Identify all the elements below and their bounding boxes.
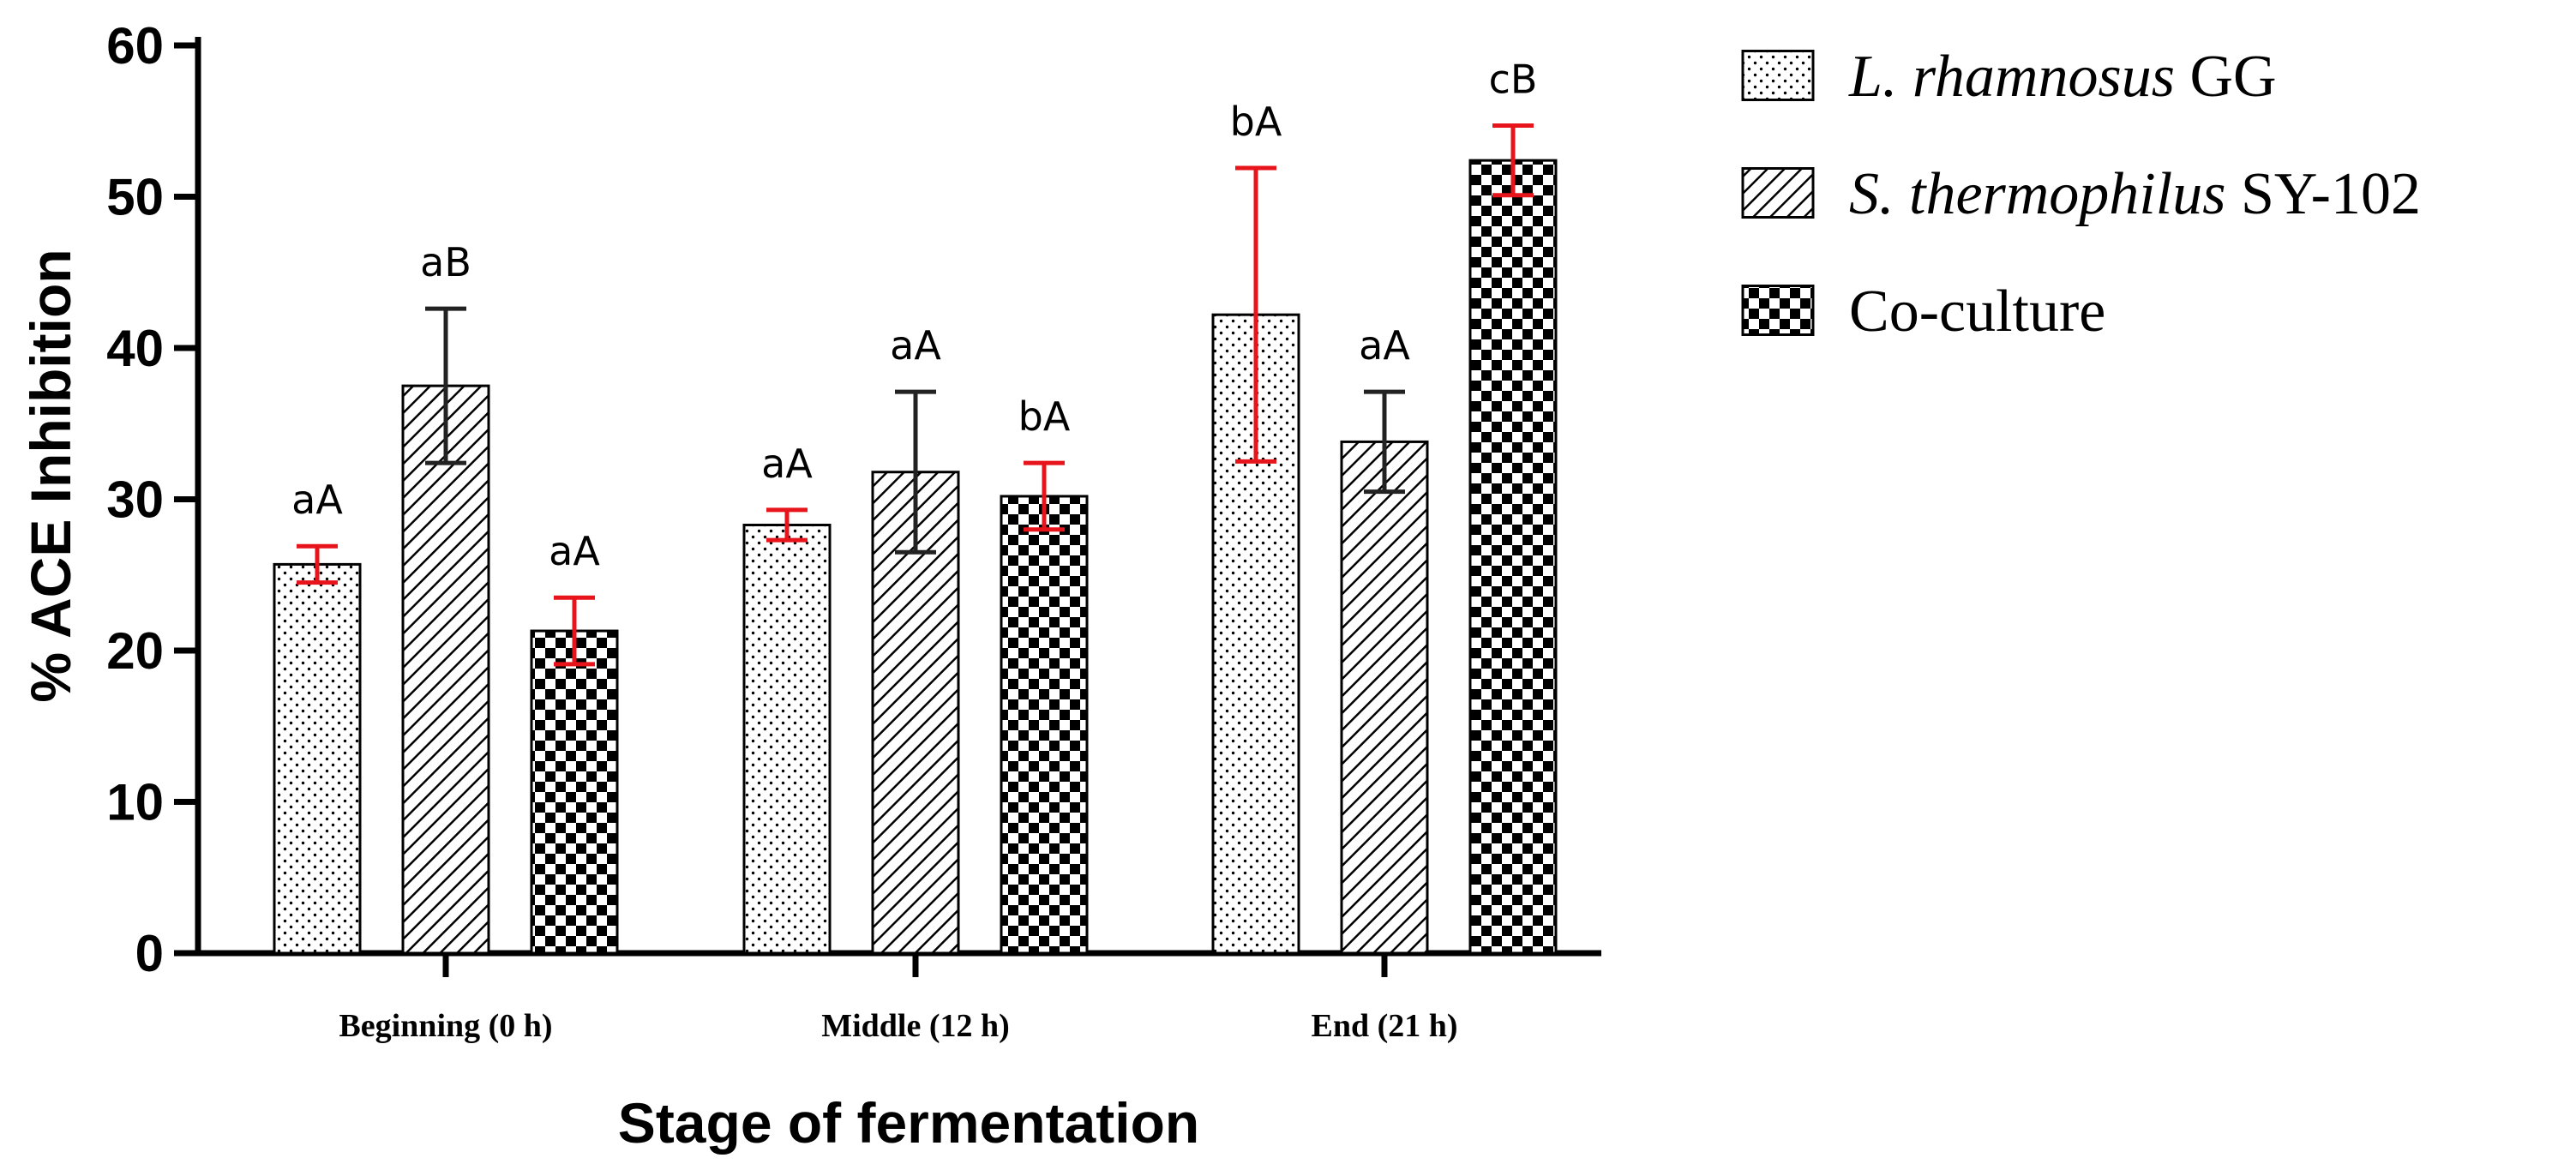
x-category-label: End (21 h) <box>1311 1008 1457 1044</box>
significance-label: aA <box>549 528 600 574</box>
legend-label-part: GG <box>2175 44 2277 110</box>
significance-label: aA <box>291 477 343 523</box>
legend-label: L. rhamnosus GG <box>1848 44 2277 110</box>
legend-label-part: SY-102 <box>2225 161 2421 227</box>
plot-area: 0 10 20 30 40 50 60 Beginning (0 h) Middle (12 h… <box>106 17 1601 1044</box>
x-category-label: Beginning (0 h) <box>339 1008 552 1044</box>
significance-label: bA <box>1018 393 1071 440</box>
significance-label: aA <box>890 322 941 369</box>
legend-swatch <box>1741 50 1815 101</box>
x-category-label: Middle (12 h) <box>821 1008 1010 1044</box>
significance-label: aA <box>1359 322 1410 369</box>
y-tick-label: 20 <box>106 622 164 680</box>
legend-swatch <box>1741 285 1815 336</box>
bar <box>1000 495 1089 955</box>
legend-label: S. thermophilus SY-102 <box>1849 161 2421 227</box>
bar <box>1468 159 1558 955</box>
y-axis-title: % ACE Inhibition <box>19 249 82 702</box>
legend-label-part: Co-culture <box>1849 279 2105 345</box>
y-tick-label: 60 <box>106 17 164 75</box>
y-tick-label: 30 <box>106 471 164 529</box>
significance-label: bA <box>1230 99 1282 145</box>
bar <box>1340 440 1429 955</box>
significance-label: cB <box>1489 57 1538 103</box>
y-tick-label: 10 <box>106 774 164 831</box>
legend-label-part: S. thermophilus <box>1849 161 2225 227</box>
significance-label: aB <box>420 239 471 285</box>
bar <box>530 629 619 955</box>
y-tick-label: 50 <box>106 169 164 226</box>
bar <box>273 562 362 955</box>
x-axis-title: Stage of fermentation <box>618 1091 1199 1155</box>
legend-label-part: L. rhamnosus <box>1848 44 2175 110</box>
bar <box>742 524 832 955</box>
legend-swatch <box>1741 167 1815 219</box>
y-tick-label: 0 <box>135 925 164 982</box>
legend: L. rhamnosus GG S. thermophilus SY-102 Co-… <box>1741 44 2421 345</box>
bar <box>401 384 490 955</box>
significance-label: aA <box>761 441 813 487</box>
legend-label: Co-culture <box>1849 279 2105 345</box>
y-tick-label: 40 <box>106 320 164 377</box>
